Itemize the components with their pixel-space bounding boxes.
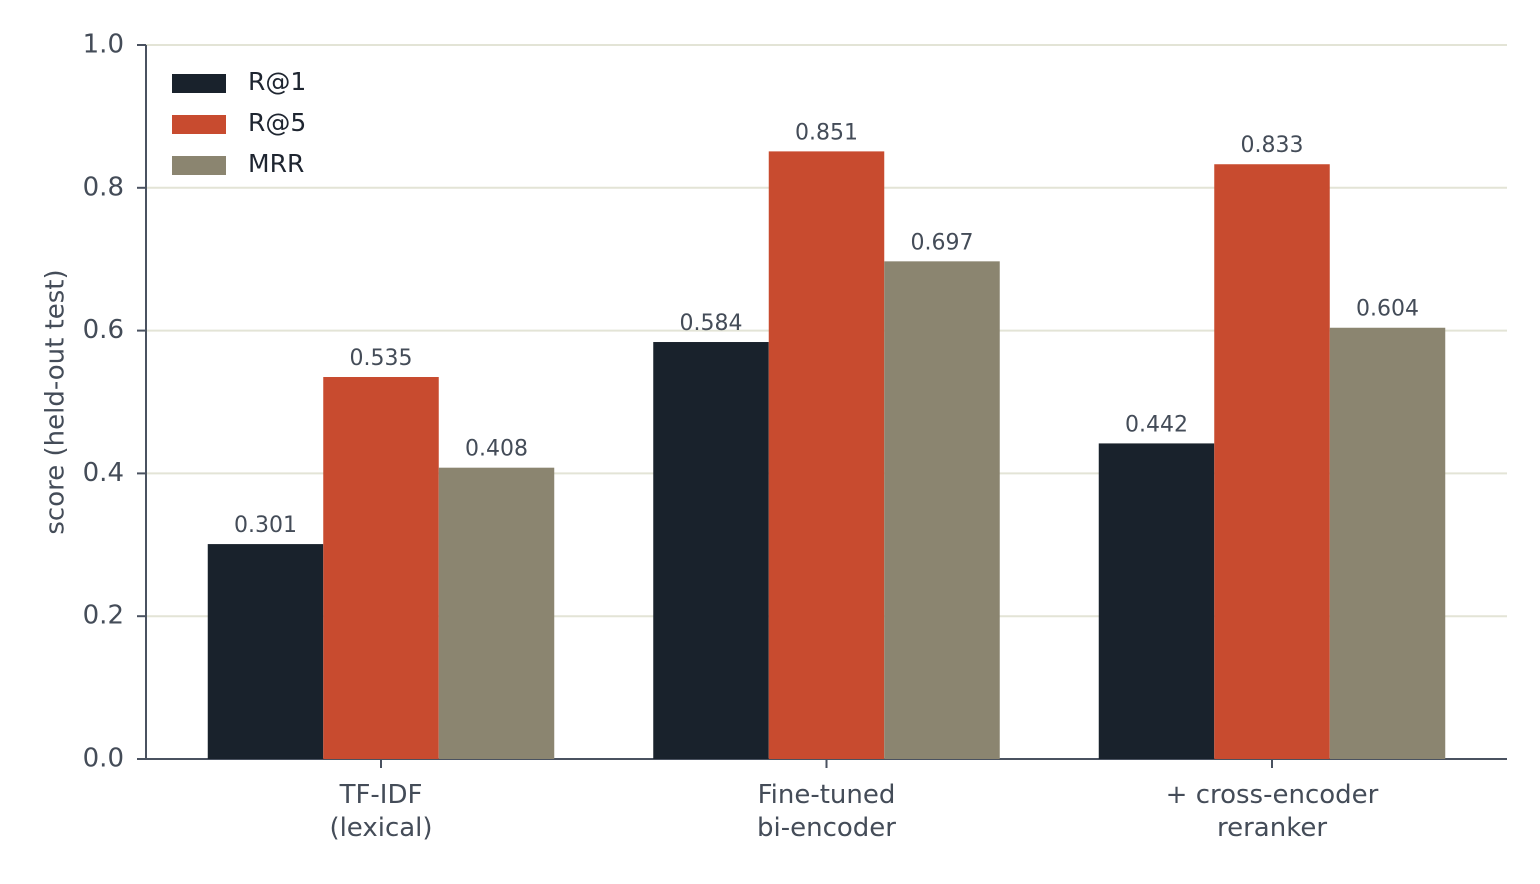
y-tick-label: 0.0 <box>83 744 124 774</box>
y-tick-label: 1.0 <box>83 30 124 60</box>
x-tick-label: + cross-encoder reranker <box>1166 780 1379 843</box>
bar <box>768 151 885 760</box>
x-tick-label: Fine-tuned bi-encoder <box>757 780 896 843</box>
y-axis-label: score (held-out test) <box>41 269 71 534</box>
bar <box>1098 443 1215 759</box>
bar <box>653 342 769 759</box>
y-tick-label: 0.6 <box>83 315 124 345</box>
y-tick-label: 0.2 <box>83 601 124 631</box>
bar <box>884 261 1000 759</box>
bar <box>438 467 555 759</box>
value-label: 0.604 <box>1356 297 1419 322</box>
legend-swatch <box>172 74 226 93</box>
value-label: 0.697 <box>911 230 974 255</box>
value-label: 0.833 <box>1241 133 1304 158</box>
legend-swatch <box>172 156 226 175</box>
value-label: 0.851 <box>795 120 858 145</box>
legend-label: R@5 <box>248 108 306 137</box>
bar <box>1214 164 1330 759</box>
y-tick-label: 0.4 <box>83 458 124 488</box>
x-tick-label: TF-IDF (lexical) <box>329 780 432 843</box>
value-label: 0.535 <box>350 346 413 371</box>
value-label: 0.584 <box>680 311 743 336</box>
legend-swatch <box>172 115 226 134</box>
bar <box>1329 327 1446 759</box>
bar <box>323 377 439 759</box>
value-label: 0.408 <box>465 437 528 462</box>
legend-label: MRR <box>248 149 304 178</box>
value-label: 0.442 <box>1125 412 1188 437</box>
bar <box>207 544 324 759</box>
y-tick-label: 0.8 <box>83 172 124 202</box>
value-label: 0.301 <box>234 513 297 538</box>
legend-label: R@1 <box>248 67 306 96</box>
